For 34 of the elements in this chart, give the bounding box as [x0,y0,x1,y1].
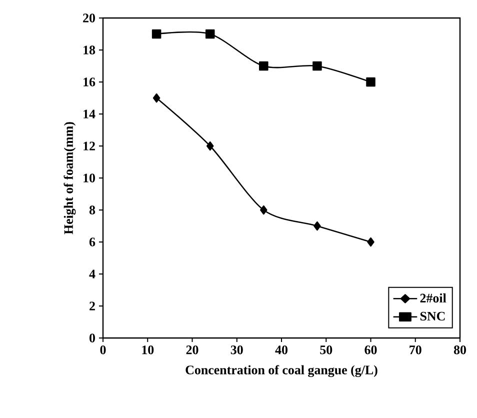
y-tick-label: 2 [90,302,95,310]
point [367,237,374,247]
y-tick-label: 6 [89,238,96,246]
y-axis-title: Height of foam(mm) [64,122,76,234]
y-tick-label: 18 [84,46,96,54]
point [259,61,268,71]
y-tick-label: 8 [89,206,96,214]
y-tick-label: 14 [84,110,96,118]
x-tick-label: 20 [186,346,198,354]
point [206,141,214,151]
x-tick-label: 80 [454,346,466,354]
point [205,29,215,39]
point [312,61,322,71]
point [152,29,162,39]
point [260,205,268,215]
y-tick-label: 20 [83,14,96,22]
legend-label: 2#oil [420,293,446,303]
x-tick-label: 60 [364,346,377,354]
point [366,77,376,87]
y-tick-label: 16 [84,78,96,86]
y-tick-label: 10 [84,174,96,182]
y-tick-label: 0 [90,334,96,342]
point [152,93,160,103]
legend-label: SNC [420,312,445,321]
x-tick-label: 70 [410,346,422,354]
y-tick-label: 12 [84,142,95,150]
x-axis-title: Concentration of coal gangue (g/L) [186,365,378,378]
point [314,221,321,231]
y-tick-label: 4 [89,270,96,278]
x-tick-label: 10 [142,346,154,354]
x-tick-label: 40 [275,346,288,354]
x-tick-label: 50 [320,346,332,354]
x-tick-label: 30 [230,346,243,354]
x-tick-label: 0 [100,346,106,354]
